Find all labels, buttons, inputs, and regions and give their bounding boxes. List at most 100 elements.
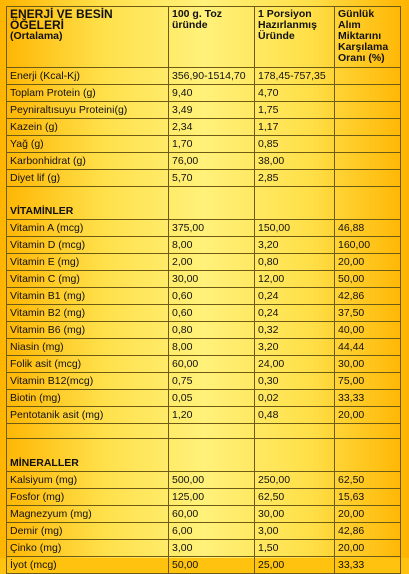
nutrient-name: Vitamin C (mg) — [6, 270, 169, 288]
table-row: Karbonhidrat (g) 76,00 38,00 — [6, 152, 401, 170]
per-portion-value: 0,30 — [254, 372, 335, 390]
table-row: Diyet lif (g) 5,70 2,85 — [6, 169, 401, 187]
per-portion-value: 250,00 — [254, 471, 335, 489]
table-subtitle: (Ortalama) — [10, 30, 63, 42]
daily-percent-value: 40,00 — [334, 321, 401, 339]
per-portion-value: 178,45-757,35 — [254, 67, 335, 85]
table-row: Vitamin C (mg) 30,00 12,00 50,00 — [6, 270, 401, 288]
per-portion-value: 25,00 — [254, 556, 335, 574]
nutrient-name: Vitamin B2 (mg) — [6, 304, 169, 322]
per-portion-value: 24,00 — [254, 355, 335, 373]
per-100g-value: 0,75 — [168, 372, 255, 390]
per-portion-value: 0,32 — [254, 321, 335, 339]
daily-percent-value: 42,86 — [334, 287, 401, 305]
daily-percent-value: 75,00 — [334, 372, 401, 390]
header-per-portion: 1 Porsiyon Hazırlanmış Üründe — [254, 6, 335, 68]
per-portion-value: 38,00 — [254, 152, 335, 170]
daily-percent-value: 20,00 — [334, 505, 401, 523]
table-row: Vitamin E (mg) 2,00 0,80 20,00 — [6, 253, 401, 271]
nutrient-name: Yağ (g) — [6, 135, 169, 153]
per-100g-value: 60,00 — [168, 505, 255, 523]
per-100g-value: 356,90-1514,70 — [168, 67, 255, 85]
spacer-cell — [168, 423, 255, 439]
section-empty-cell — [334, 186, 401, 220]
per-100g-value: 76,00 — [168, 152, 255, 170]
per-portion-value: 4,70 — [254, 84, 335, 102]
table-row: Toplam Protein (g) 9,40 4,70 — [6, 84, 401, 102]
daily-percent-value: 62,50 — [334, 471, 401, 489]
section-empty-cell — [168, 186, 255, 220]
per-portion-value: 62,50 — [254, 488, 335, 506]
vitamins-section-title-row: VİTAMİNLER — [6, 186, 401, 220]
table-row: Niasin (mg) 8,00 3,20 44,44 — [6, 338, 401, 356]
daily-percent-value: 20,00 — [334, 253, 401, 271]
per-portion-value: 0,80 — [254, 253, 335, 271]
table-row: Peyniraltısuyu Proteini(g) 3,49 1,75 — [6, 101, 401, 119]
nutrient-name: Niasin (mg) — [6, 338, 169, 356]
daily-percent-value: 33,33 — [334, 556, 401, 574]
per-portion-value: 3,20 — [254, 236, 335, 254]
per-portion-value: 0,02 — [254, 389, 335, 407]
nutrient-name: Vitamin B12(mcg) — [6, 372, 169, 390]
table-row: Fosfor (mg) 125,00 62,50 15,63 — [6, 488, 401, 506]
per-portion-value: 150,00 — [254, 219, 335, 237]
nutrient-name: Karbonhidrat (g) — [6, 152, 169, 170]
per-portion-value: 0,24 — [254, 304, 335, 322]
section-empty-cell — [254, 186, 335, 220]
per-100g-value: 8,00 — [168, 236, 255, 254]
nutrient-name: Vitamin B6 (mg) — [6, 321, 169, 339]
per-portion-value: 1,17 — [254, 118, 335, 136]
daily-percent-value: 20,00 — [334, 406, 401, 424]
table-row: Biotin (mg) 0,05 0,02 33,33 — [6, 389, 401, 407]
daily-percent-value — [334, 169, 401, 187]
nutrient-name: Vitamin A (mcg) — [6, 219, 169, 237]
per-portion-value: 1,75 — [254, 101, 335, 119]
daily-percent-value: 30,00 — [334, 355, 401, 373]
per-100g-value: 2,34 — [168, 118, 255, 136]
per-portion-value: 0,24 — [254, 287, 335, 305]
minerals-section-title: MİNERALLER — [6, 438, 169, 472]
spacer-row — [6, 423, 401, 439]
daily-percent-value — [334, 135, 401, 153]
minerals-section-title-row: MİNERALLER — [6, 438, 401, 472]
daily-percent-value — [334, 67, 401, 85]
daily-percent-value: 160,00 — [334, 236, 401, 254]
nutrition-table: ENERJİ VE BESİN ÖĞELERİ (Ortalama) 100 g… — [6, 6, 401, 574]
nutrient-name: Diyet lif (g) — [6, 169, 169, 187]
per-portion-value: 30,00 — [254, 505, 335, 523]
daily-percent-value: 46,88 — [334, 219, 401, 237]
daily-percent-value — [334, 152, 401, 170]
nutrient-name: Folik asit (mcg) — [6, 355, 169, 373]
table-row: Yağ (g) 1,70 0,85 — [6, 135, 401, 153]
table-row: Çinko (mg) 3,00 1,50 20,00 — [6, 539, 401, 557]
daily-percent-value — [334, 118, 401, 136]
section-empty-cell — [168, 438, 255, 472]
per-100g-value: 6,00 — [168, 522, 255, 540]
per-100g-value: 9,40 — [168, 84, 255, 102]
per-portion-value: 1,50 — [254, 539, 335, 557]
nutrient-name: Fosfor (mg) — [6, 488, 169, 506]
nutrient-name: Demir (mg) — [6, 522, 169, 540]
per-100g-value: 5,70 — [168, 169, 255, 187]
nutrient-name: Toplam Protein (g) — [6, 84, 169, 102]
daily-percent-value — [334, 84, 401, 102]
table-row: Kalsiyum (mg) 500,00 250,00 62,50 — [6, 471, 401, 489]
table-row: Demir (mg) 6,00 3,00 42,86 — [6, 522, 401, 540]
table-row: Vitamin D (mcg) 8,00 3,20 160,00 — [6, 236, 401, 254]
daily-percent-value: 20,00 — [334, 539, 401, 557]
per-portion-value: 3,20 — [254, 338, 335, 356]
nutrient-name: Enerji (Kcal-Kj) — [6, 67, 169, 85]
per-100g-value: 2,00 — [168, 253, 255, 271]
per-portion-value: 0,48 — [254, 406, 335, 424]
table-row: Pentotanik asit (mg) 1,20 0,48 20,00 — [6, 406, 401, 424]
daily-percent-value: 50,00 — [334, 270, 401, 288]
per-100g-value: 8,00 — [168, 338, 255, 356]
table-row: Kazein (g) 2,34 1,17 — [6, 118, 401, 136]
per-portion-value: 12,00 — [254, 270, 335, 288]
nutrient-name: Biotin (mg) — [6, 389, 169, 407]
per-100g-value: 500,00 — [168, 471, 255, 489]
table-row: Vitamin B2 (mg) 0,60 0,24 37,50 — [6, 304, 401, 322]
header-daily-percent: Günlük Alım Miktarını Karşılama Oranı (%… — [334, 6, 401, 68]
per-portion-value: 3,00 — [254, 522, 335, 540]
